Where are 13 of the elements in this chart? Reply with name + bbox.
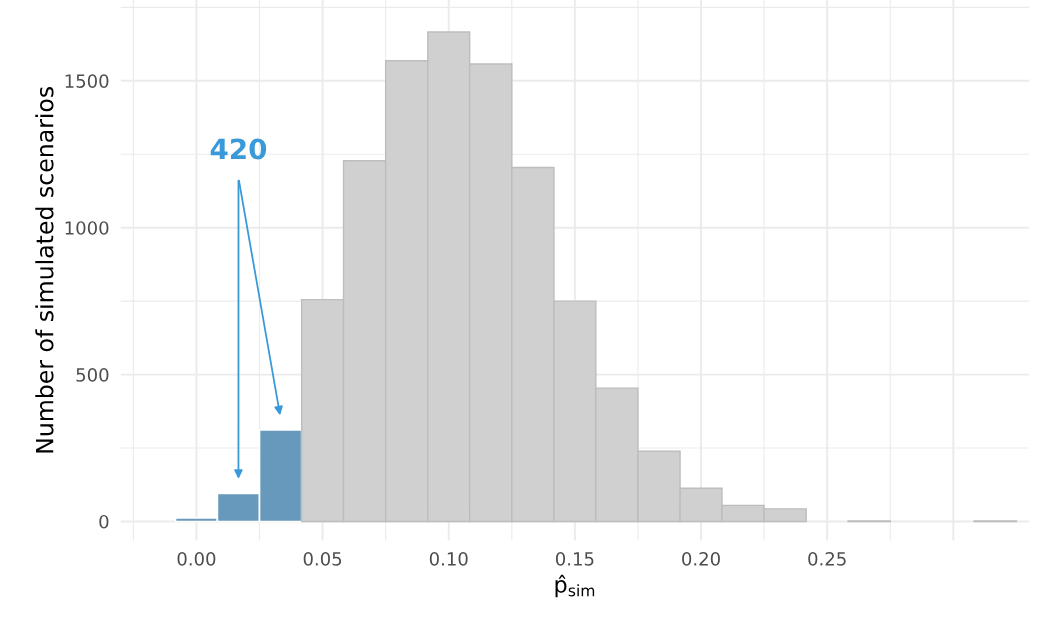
x-tick-label: 0.15 [555,552,594,566]
y-tick-label: 1000 [65,221,109,235]
y-axis-title: Number of simulated scenarios [35,86,54,453]
y-tick-label: 500 [76,368,109,382]
y-tick-label: 0 [99,514,109,529]
x-tick-label: 0.05 [303,552,342,566]
y-tick-label: 1500 [65,74,109,88]
x-axis-title: p̂$_{sim}$ [555,574,595,598]
x-tick-label: 0.00 [177,552,216,566]
annotation: 420 [210,138,267,160]
x-tick-label: 0.25 [808,552,846,566]
x-tick-label: 0.10 [429,552,468,566]
x-tick-label: 0.20 [682,552,720,566]
